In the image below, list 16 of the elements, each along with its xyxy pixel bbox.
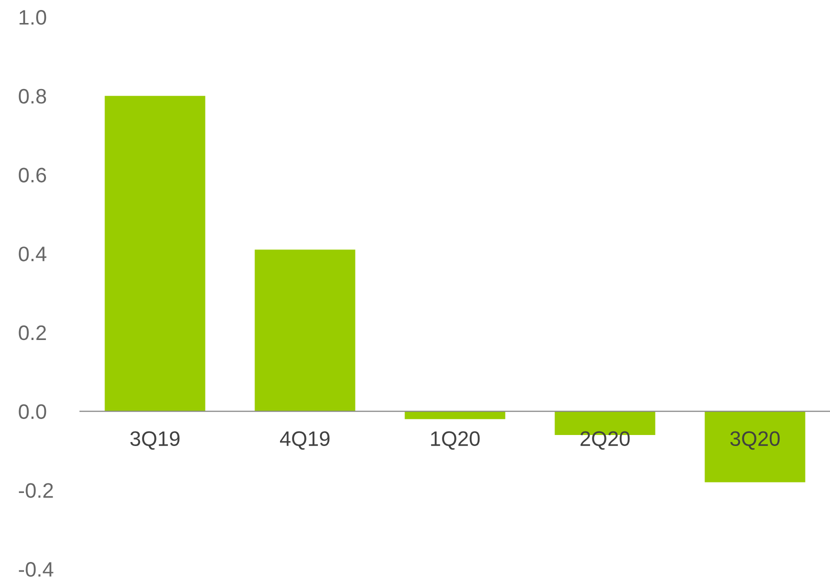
x-tick-label: 3Q20 bbox=[730, 431, 780, 450]
y-tick-label: 0.6 bbox=[18, 168, 46, 182]
y-tick-label: 0.0 bbox=[18, 404, 46, 420]
y-tick-label: 0.8 bbox=[18, 88, 46, 104]
y-tick-label: 0.4 bbox=[18, 246, 46, 262]
x-tick-label: 1Q20 bbox=[431, 431, 480, 450]
y-tick-label: 0.2 bbox=[18, 325, 46, 340]
x-tick-label: 2Q20 bbox=[580, 431, 630, 450]
x-tick-label: 3Q19 bbox=[130, 431, 180, 450]
x-tick-label: 4Q19 bbox=[280, 431, 330, 450]
bar bbox=[254, 250, 356, 412]
y-tick-label: 1.0 bbox=[20, 10, 46, 25]
y-tick-label: -0.2 bbox=[18, 483, 53, 498]
y-tick-label: -0.4 bbox=[18, 562, 54, 577]
bar bbox=[704, 411, 806, 482]
bar bbox=[104, 96, 206, 412]
